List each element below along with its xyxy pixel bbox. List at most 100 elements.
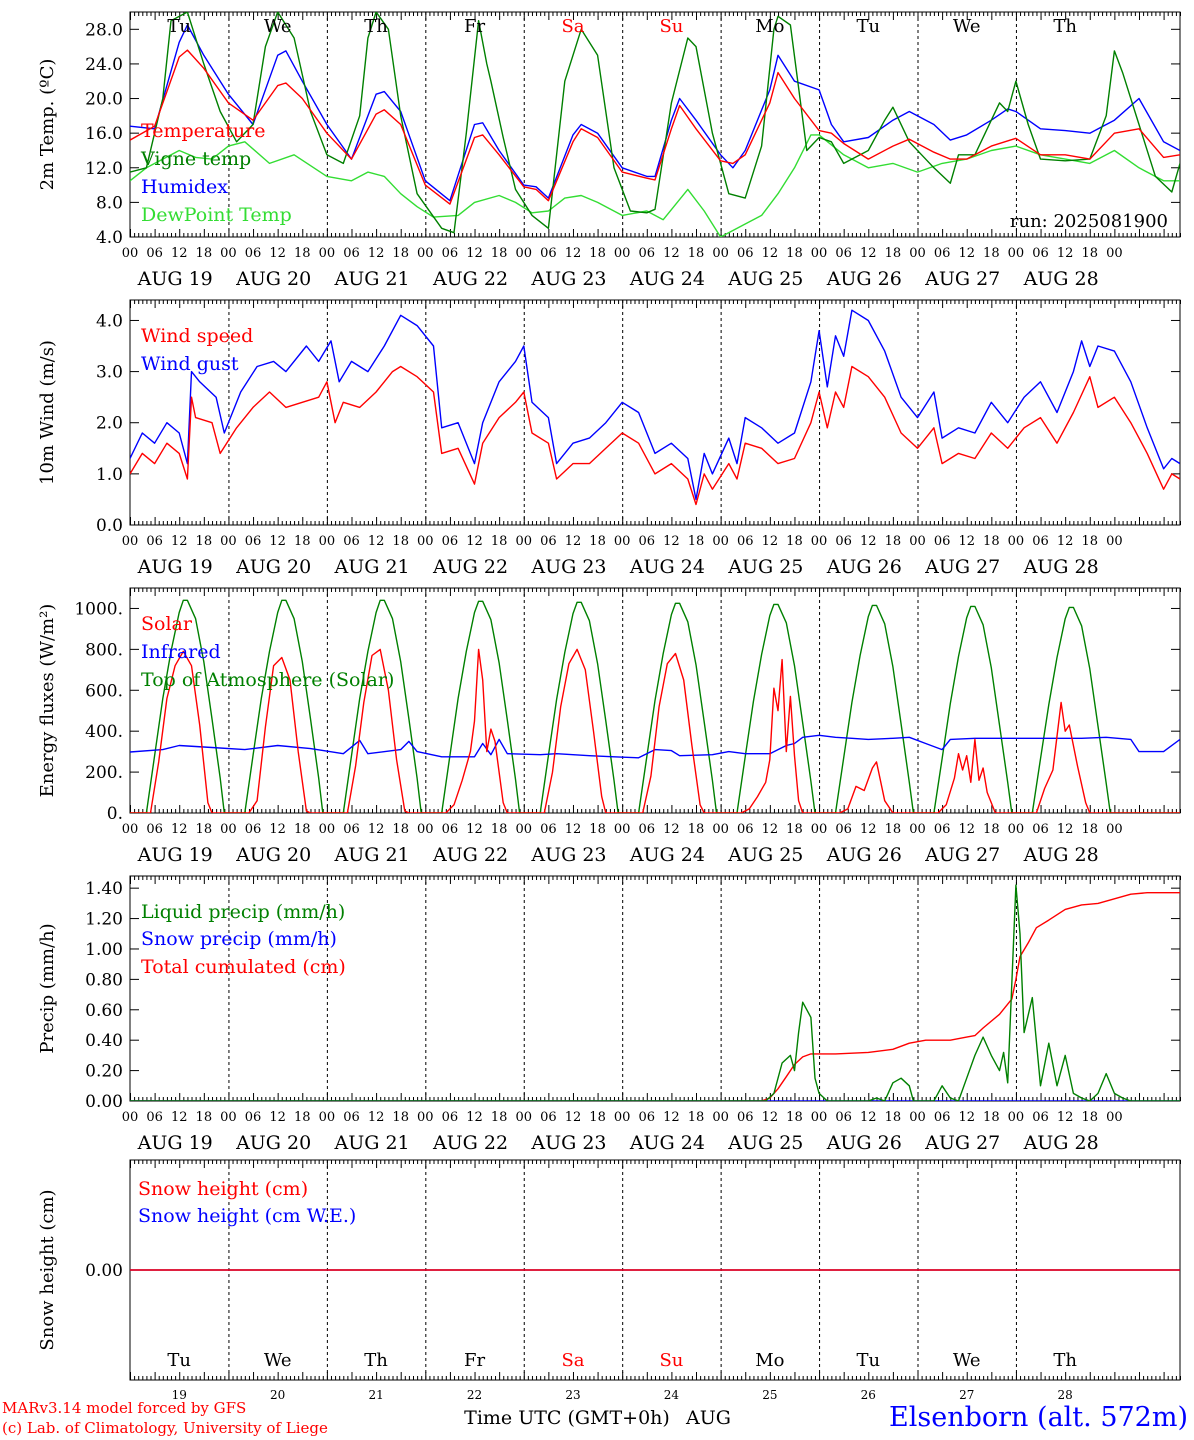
legend-entry: Wind speed: [141, 325, 253, 347]
date-label: AUG 23: [530, 1132, 606, 1154]
weekday-label: Th: [1053, 16, 1077, 37]
hour-tick-label: 00: [909, 822, 926, 837]
date-label: AUG 24: [629, 268, 705, 290]
date-label: AUG 20: [235, 556, 311, 578]
y-axis-title: Snow height (cm): [37, 1189, 58, 1350]
date-label: AUG 25: [727, 556, 803, 578]
hour-tick-label: 18: [983, 534, 1000, 549]
hour-tick-label: 00: [417, 1110, 434, 1125]
hour-tick-label: 18: [688, 1110, 705, 1125]
day-number: 28: [1058, 1388, 1073, 1402]
hour-tick-label: 12: [663, 534, 680, 549]
hour-tick-label: 12: [1057, 822, 1074, 837]
date-label: AUG 20: [235, 844, 311, 866]
series-group: [130, 599, 1180, 813]
hour-tick-label: 00: [614, 822, 631, 837]
hour-tick-label: 00: [1106, 822, 1123, 837]
hour-tick-label: 00: [1008, 1110, 1025, 1125]
day-number: 20: [270, 1388, 285, 1402]
y-tick-label: 0.40: [85, 1031, 123, 1051]
hour-tick-label: 18: [983, 1110, 1000, 1125]
hour-tick-label: 06: [245, 822, 262, 837]
hour-tick-label: 18: [392, 534, 409, 549]
legend-entry: Solar: [141, 613, 193, 635]
hour-tick-label: 12: [368, 1110, 385, 1125]
date-label: AUG 20: [235, 1132, 311, 1154]
hour-tick-label: 06: [1032, 822, 1049, 837]
hour-tick-label: 06: [737, 1110, 754, 1125]
date-label: AUG 28: [1023, 1132, 1099, 1154]
date-label: AUG 22: [432, 556, 508, 578]
panel-4: 0.00 0.20 0.40 0.60 0.80 1.00 1.20 1.40 Precip (…: [37, 875, 1181, 1154]
hour-tick-label: 12: [762, 534, 779, 549]
hour-tick-label: 00: [811, 534, 828, 549]
y-tick-label: 1.20: [85, 910, 123, 930]
hour-tick-label: 12: [466, 1110, 483, 1125]
hour-tick-label: 06: [343, 1110, 360, 1125]
hour-tick-label: 12: [269, 534, 286, 549]
weekday-label: Tu: [167, 16, 191, 37]
hour-tick-label: 12: [860, 1110, 877, 1125]
hour-tick-label: 00: [122, 1110, 139, 1125]
hour-tick-label: 06: [934, 822, 951, 837]
legend-entry: Temperature: [141, 120, 265, 142]
y-axis-title: 2m Temp. (ºC): [37, 59, 58, 191]
day-number: 19: [172, 1388, 187, 1402]
hour-tick-label: 00: [712, 822, 729, 837]
legend-entry: DewPoint Temp: [141, 204, 292, 226]
date-label: AUG 28: [1023, 556, 1099, 578]
hour-tick-label: 12: [663, 246, 680, 261]
hour-tick-label: 12: [860, 822, 877, 837]
hour-tick-label: 06: [343, 246, 360, 261]
hour-tick-label: 12: [565, 1110, 582, 1125]
hour-tick-label: 00: [1106, 534, 1123, 549]
date-label: AUG 28: [1023, 844, 1099, 866]
series-line: [130, 134, 1180, 237]
hour-tick-label: 18: [786, 534, 803, 549]
day-number: 24: [664, 1388, 680, 1402]
hour-tick-label: 06: [442, 822, 459, 837]
date-label: AUG 25: [727, 268, 803, 290]
hour-tick-label: 00: [909, 1110, 926, 1125]
hour-tick-label: 06: [639, 822, 656, 837]
date-label: AUG 27: [924, 1132, 1000, 1154]
hour-tick-label: 06: [146, 1110, 163, 1125]
date-label: AUG 23: [530, 556, 606, 578]
date-label: AUG 21: [334, 556, 410, 578]
hour-tick-label: 18: [294, 822, 311, 837]
hour-tick-label: 06: [1032, 246, 1049, 261]
hour-tick-label: 06: [540, 534, 557, 549]
hour-tick-label: 00: [614, 534, 631, 549]
legend-entry: Humidex: [141, 176, 228, 198]
hour-tick-label: 12: [762, 246, 779, 261]
legend-entry: Infrared: [141, 641, 221, 663]
weekday-label: Su: [659, 1350, 683, 1371]
hour-tick-label: 00: [515, 1110, 532, 1125]
hour-tick-label: 06: [835, 534, 852, 549]
hour-tick-label: 00: [515, 822, 532, 837]
hour-tick-label: 00: [1008, 246, 1025, 261]
hour-tick-label: 18: [885, 246, 902, 261]
hour-tick-label: 12: [269, 246, 286, 261]
weekday-label: Tu: [167, 1350, 191, 1371]
hour-tick-label: 00: [811, 246, 828, 261]
y-tick-label: 800.: [85, 640, 123, 660]
run-label: run: 2025081900: [1010, 211, 1168, 232]
hour-tick-label: 18: [196, 246, 213, 261]
hour-tick-label: 12: [171, 246, 188, 261]
weekday-label: Mo: [755, 16, 784, 37]
hour-tick-label: 18: [589, 1110, 606, 1125]
y-tick-label: 0.: [107, 804, 123, 824]
series-line: [130, 309, 1180, 501]
hour-tick-label: 12: [1057, 246, 1074, 261]
date-label: AUG 24: [629, 556, 705, 578]
hour-tick-label: 00: [319, 246, 336, 261]
hour-tick-label: 00: [122, 822, 139, 837]
day-number: 26: [861, 1388, 876, 1402]
hour-tick-label: 12: [565, 534, 582, 549]
date-label: AUG 28: [1023, 268, 1099, 290]
weekday-label: Th: [1053, 1350, 1077, 1371]
hour-tick-label: 00: [122, 246, 139, 261]
hour-tick-label: 06: [1032, 1110, 1049, 1125]
hour-tick-label: 06: [540, 822, 557, 837]
